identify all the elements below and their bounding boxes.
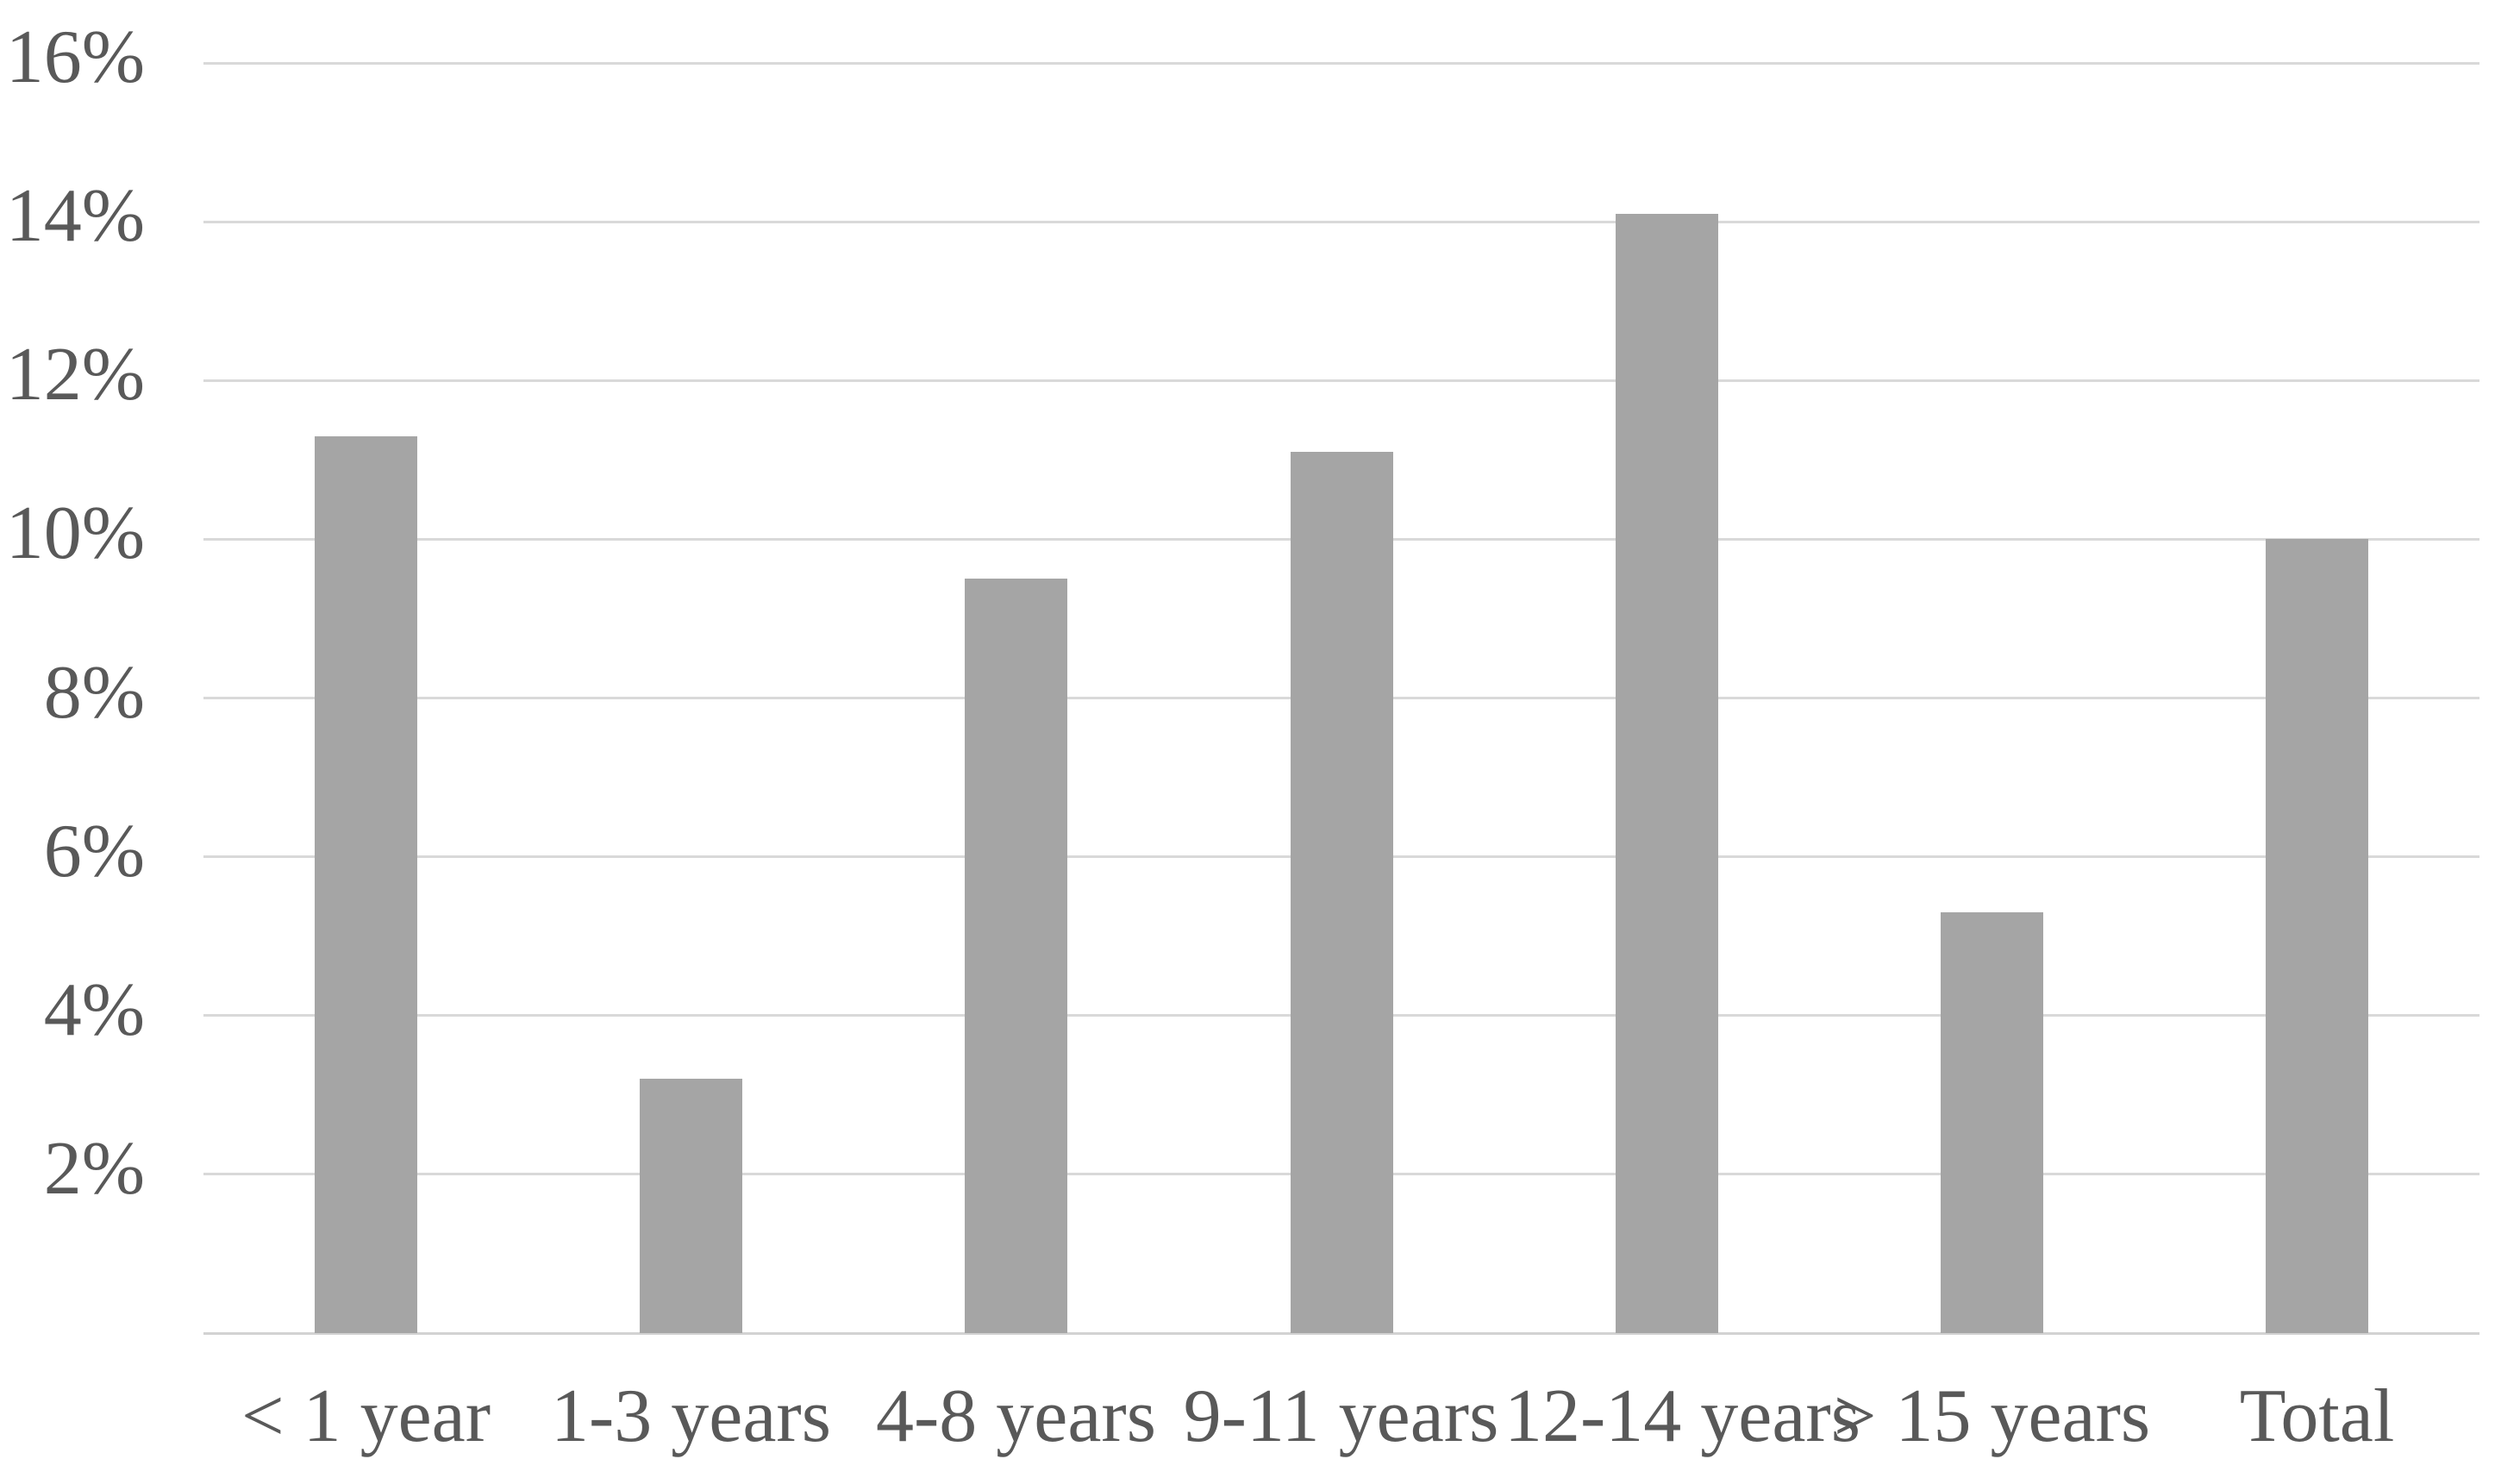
x-axis-line [203, 1332, 2479, 1335]
x-category-label: Total [2239, 1374, 2395, 1458]
gridline [203, 62, 2479, 65]
y-tick-label: 14% [5, 174, 145, 258]
y-tick-label: 16% [5, 16, 145, 99]
bar-2 [640, 1079, 742, 1333]
y-tick-label: 10% [5, 492, 145, 575]
x-category-label: > 15 years [1833, 1374, 2151, 1458]
gridline [203, 379, 2479, 382]
gridline [203, 221, 2479, 223]
y-tick-label: 12% [5, 333, 145, 416]
x-category-label: 12-14 years [1504, 1374, 1860, 1458]
y-tick-label: 6% [43, 810, 145, 893]
x-category-label: 1-3 years [551, 1374, 831, 1458]
x-category-label: < 1 year [241, 1374, 491, 1458]
bar-3 [965, 579, 1067, 1333]
y-tick-label: 8% [43, 651, 145, 735]
y-tick-label: 4% [43, 968, 145, 1052]
bar-6 [1941, 912, 2043, 1333]
bar-1 [315, 436, 417, 1333]
x-category-label: 9-11 years [1183, 1374, 1499, 1458]
y-tick-label: 2% [43, 1127, 145, 1211]
bar-5 [1616, 214, 1718, 1333]
x-category-label: 4-8 years [876, 1374, 1156, 1458]
bar-4 [1291, 452, 1393, 1333]
bar-7 [2266, 539, 2368, 1333]
